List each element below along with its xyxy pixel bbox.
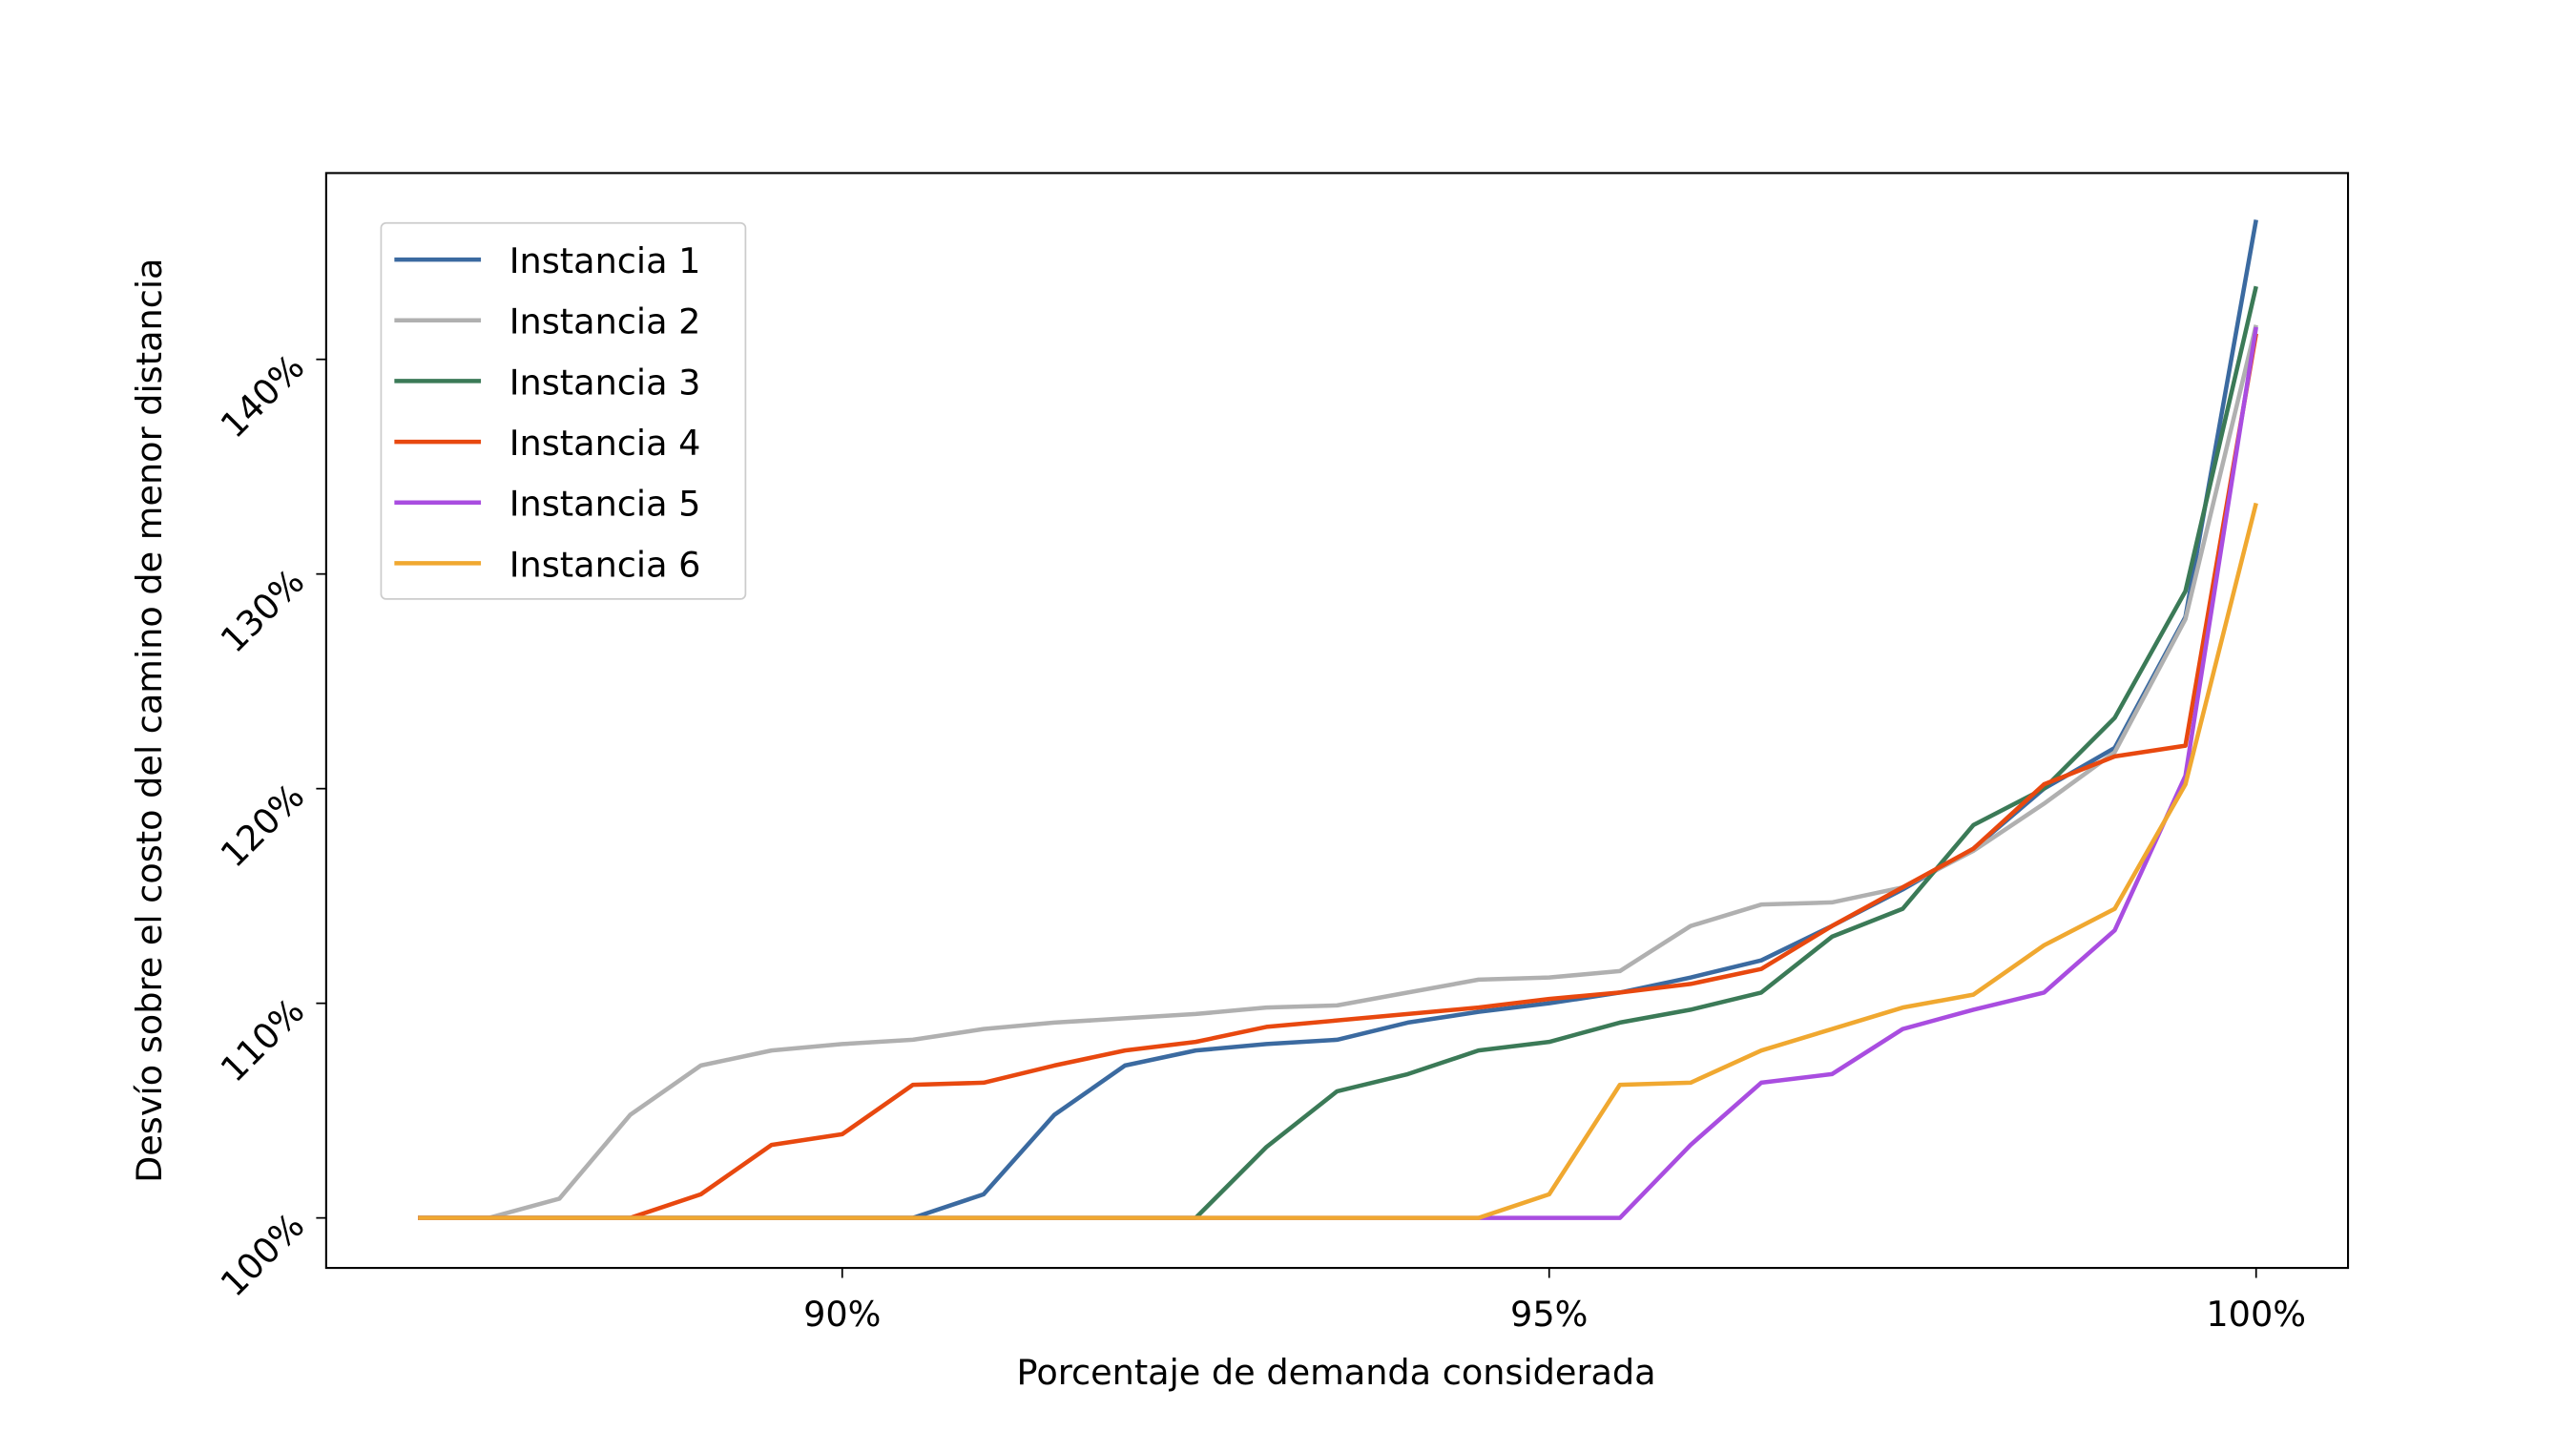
y-axis-label: Desvío sobre el costo del camino de meno…	[129, 259, 170, 1183]
legend-label: Instancia 3	[509, 362, 701, 403]
x-tick-label: 90%	[803, 1294, 881, 1335]
x-tick-label: 100%	[2206, 1294, 2306, 1335]
line-series	[418, 502, 2258, 1220]
legend-label: Instancia 4	[509, 423, 701, 464]
x-axis-label: Porcentaje de demanda considerada	[1017, 1352, 1656, 1393]
legend-label: Instancia 2	[509, 301, 701, 342]
y-tick-label: 120%	[213, 776, 312, 875]
legend-frame	[380, 221, 747, 600]
x-tick-label: 95%	[1510, 1294, 1588, 1335]
legend-label: Instancia 5	[509, 484, 701, 525]
line-series	[418, 333, 2258, 1220]
legend-label: Instancia 1	[509, 240, 701, 281]
y-tick-label: 110%	[213, 990, 312, 1089]
y-tick-label: 100%	[213, 1205, 312, 1304]
plot-frame	[324, 172, 2350, 1270]
y-tick-label: 140%	[213, 346, 312, 446]
legend: Instancia 1 Instancia 2 Instancia 3 Instanc…	[380, 221, 747, 600]
legend-label: Instancia 6	[509, 544, 701, 585]
y-tick-label: 130%	[213, 561, 312, 660]
